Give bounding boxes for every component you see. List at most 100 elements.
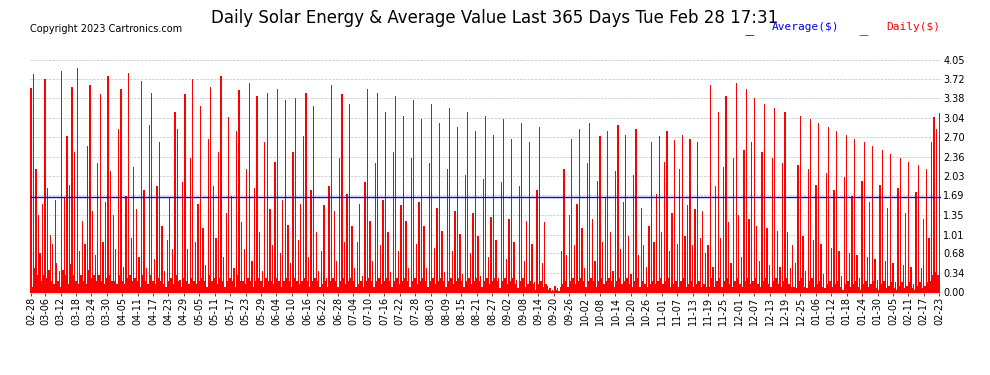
Bar (451, 251, 453, 292)
Bar (629, 284, 631, 292)
Bar (444, 272, 446, 292)
Bar (521, 123, 523, 292)
Bar (678, 287, 679, 292)
Bar (904, 288, 905, 292)
Bar (195, 242, 196, 292)
Bar (290, 262, 291, 292)
Bar (32, 287, 33, 292)
Bar (188, 284, 190, 292)
Bar (117, 284, 118, 292)
Bar (118, 129, 119, 292)
Bar (206, 287, 208, 292)
Bar (325, 281, 326, 292)
Bar (671, 213, 672, 292)
Bar (281, 287, 282, 292)
Bar (842, 290, 843, 292)
Bar (368, 278, 369, 292)
Bar (408, 268, 409, 292)
Bar (167, 281, 169, 292)
Bar (908, 162, 909, 292)
Bar (162, 284, 164, 292)
Bar (780, 287, 782, 292)
Bar (421, 119, 422, 292)
Bar (885, 261, 886, 292)
Bar (826, 173, 827, 292)
Bar (36, 168, 37, 292)
Bar (61, 72, 62, 292)
Bar (413, 100, 415, 292)
Bar (338, 287, 339, 292)
Bar (782, 164, 783, 292)
Bar (115, 249, 117, 292)
Bar (823, 274, 825, 292)
Bar (895, 282, 896, 292)
Bar (356, 242, 358, 292)
Bar (166, 240, 167, 292)
Bar (777, 231, 778, 292)
Bar (278, 281, 279, 292)
Bar (581, 228, 583, 292)
Bar (381, 284, 382, 292)
Bar (888, 286, 890, 292)
Bar (40, 254, 41, 292)
Bar (489, 284, 490, 292)
Bar (377, 93, 378, 292)
Bar (503, 119, 504, 292)
Bar (685, 287, 687, 292)
Bar (628, 236, 629, 292)
Bar (266, 93, 268, 292)
Bar (97, 164, 98, 292)
Bar (635, 281, 636, 292)
Bar (649, 284, 650, 292)
Bar (458, 278, 459, 292)
Bar (700, 238, 701, 292)
Bar (135, 278, 136, 292)
Bar (605, 198, 606, 292)
Bar (689, 139, 691, 292)
Bar (862, 284, 864, 292)
Bar (311, 190, 312, 292)
Bar (527, 221, 528, 292)
Bar (424, 226, 425, 292)
Bar (89, 85, 91, 292)
Bar (841, 276, 842, 292)
Bar (495, 240, 497, 292)
Bar (717, 281, 718, 292)
Bar (473, 281, 475, 292)
Bar (836, 130, 838, 292)
Bar (550, 291, 551, 292)
Bar (770, 287, 771, 292)
Bar (839, 251, 840, 292)
Bar (235, 287, 236, 292)
Bar (534, 282, 536, 292)
Bar (295, 99, 296, 292)
Bar (164, 271, 165, 292)
Bar (109, 275, 110, 292)
Bar (228, 117, 230, 292)
Bar (257, 278, 259, 292)
Bar (528, 284, 529, 292)
Bar (31, 88, 32, 292)
Bar (282, 200, 283, 292)
Bar (805, 271, 806, 292)
Bar (817, 284, 818, 292)
Bar (618, 125, 619, 292)
Bar (404, 278, 406, 292)
Bar (762, 281, 764, 292)
Bar (508, 219, 510, 292)
Bar (670, 287, 671, 292)
Bar (898, 188, 899, 292)
Bar (497, 281, 498, 292)
Bar (874, 259, 875, 292)
Bar (298, 240, 299, 292)
Bar (85, 284, 87, 292)
Bar (46, 278, 48, 292)
Bar (914, 290, 916, 292)
Bar (358, 284, 359, 292)
Bar (561, 251, 562, 292)
Bar (400, 205, 402, 292)
Bar (861, 180, 862, 292)
Bar (76, 68, 78, 292)
Bar (355, 287, 356, 292)
Bar (775, 278, 777, 292)
